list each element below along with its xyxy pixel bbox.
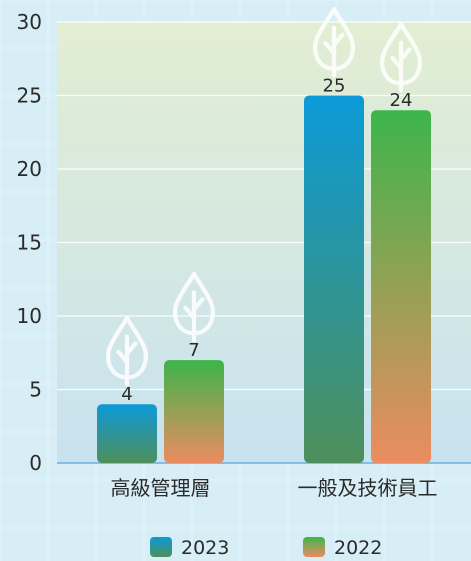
y-tick-label: 25 (17, 84, 42, 108)
legend-label: 2022 (334, 537, 382, 559)
leaf-drop-icon (105, 315, 149, 387)
y-tick-label: 10 (17, 304, 42, 328)
bar-2022-1 (371, 110, 431, 463)
y-tick-label: 20 (17, 157, 42, 181)
y-tick-label: 5 (29, 378, 42, 402)
x-tick-label: 高級管理層 (111, 476, 211, 500)
leaf-drop-icon (312, 7, 356, 78)
legend-swatch (150, 537, 172, 557)
y-tick-label: 15 (17, 231, 42, 255)
leaf-drop-icon (172, 271, 216, 343)
leaf-drop-icon (379, 21, 423, 93)
bar-2023-1 (304, 95, 364, 463)
y-tick-label: 0 (29, 451, 42, 475)
data-label: 24 (390, 90, 413, 111)
data-label: 7 (188, 340, 199, 361)
bar-2023-0 (97, 404, 157, 463)
data-label: 4 (121, 384, 132, 405)
x-tick-label: 一般及技術員工 (298, 476, 438, 500)
data-label: 25 (323, 76, 346, 97)
bar-2022-0 (164, 360, 224, 463)
legend-label: 2023 (181, 537, 229, 559)
y-tick-label: 30 (17, 10, 42, 34)
legend-swatch (303, 537, 325, 557)
